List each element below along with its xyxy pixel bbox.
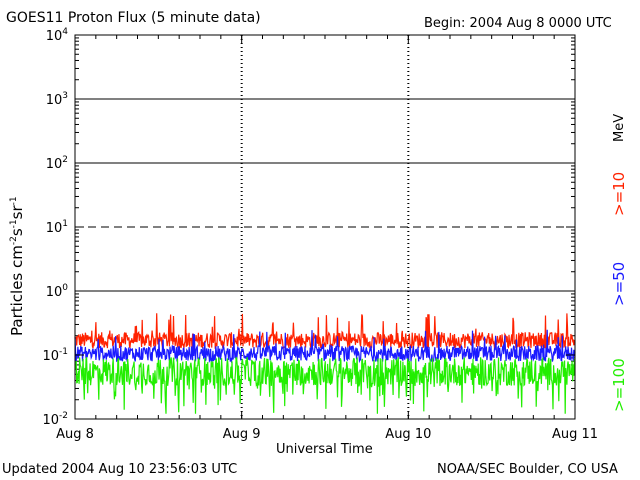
x-tick-label-0: Aug 8 bbox=[56, 427, 94, 442]
series-line-2 bbox=[74, 356, 576, 414]
chart-title: GOES11 Proton Flux (5 minute data) bbox=[6, 10, 261, 26]
legend-unit: MeV bbox=[612, 113, 627, 142]
y-axis-label: Particles cm-2s-1sr-1 bbox=[8, 196, 26, 336]
x-tick-label-3: Aug 11 bbox=[552, 427, 598, 442]
series-line-1 bbox=[74, 329, 576, 364]
legend-ge100: >=100 bbox=[610, 358, 628, 412]
y-tick-label-5: 103 bbox=[46, 91, 68, 108]
credit: NOAA/SEC Boulder, CO USA bbox=[437, 462, 618, 477]
x-axis-label: Universal Time bbox=[276, 442, 373, 457]
x-tick-label-1: Aug 9 bbox=[223, 427, 261, 442]
series-line-0 bbox=[74, 313, 576, 351]
updated-time: Updated 2004 Aug 10 23:56:03 UTC bbox=[2, 462, 238, 477]
legend-ge10: >=10 bbox=[610, 171, 628, 216]
y-tick-label-2: 100 bbox=[46, 283, 69, 300]
x-tick-label-2: Aug 10 bbox=[385, 427, 431, 442]
y-tick-label-3: 101 bbox=[46, 219, 68, 236]
y-tick-label-0: 10-2 bbox=[42, 411, 68, 428]
y-tick-label-6: 104 bbox=[46, 27, 69, 44]
legend-ge50: >=50 bbox=[610, 261, 628, 306]
y-tick-label-4: 102 bbox=[46, 155, 68, 172]
y-tick-label-1: 10-1 bbox=[42, 347, 68, 364]
begin-time: Begin: 2004 Aug 8 0000 UTC bbox=[424, 16, 612, 31]
